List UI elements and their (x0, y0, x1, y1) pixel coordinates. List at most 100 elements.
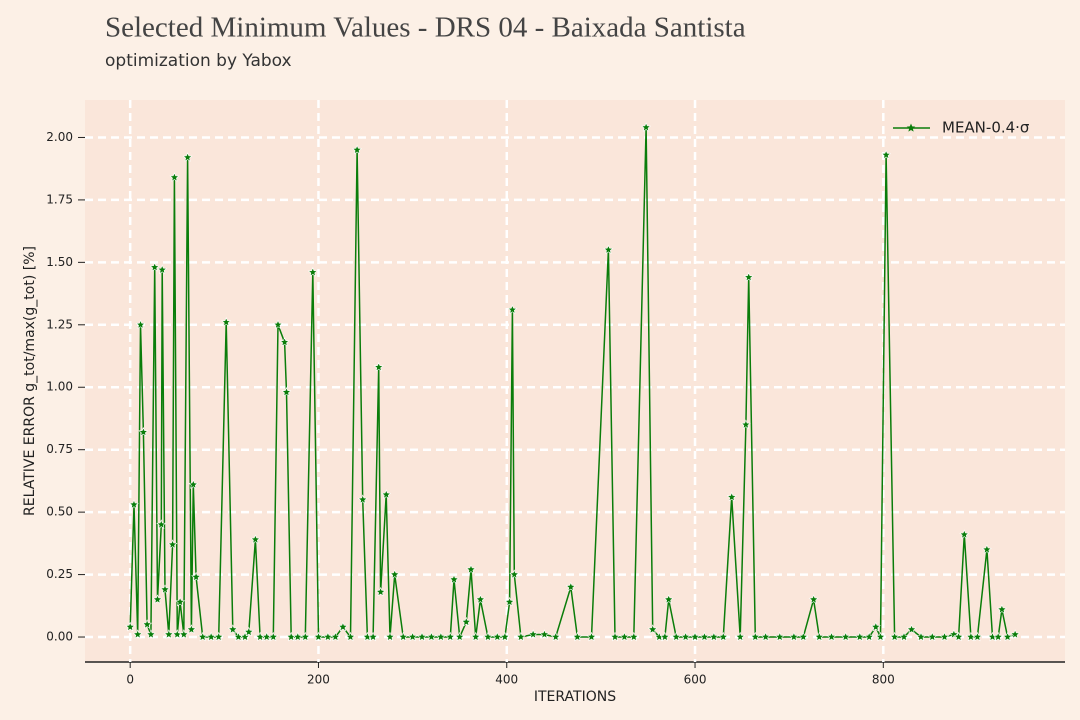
marker (416, 631, 428, 642)
marker (875, 631, 886, 642)
marker (157, 264, 168, 275)
marker (159, 584, 171, 594)
marker (250, 534, 261, 544)
x-axis-label: ITERATIONS (534, 689, 616, 705)
marker (426, 631, 437, 642)
marker (996, 604, 1007, 614)
marker (407, 631, 418, 642)
marker (227, 624, 238, 634)
marker (671, 631, 682, 642)
marker (814, 631, 825, 642)
marker (449, 574, 460, 584)
marker (826, 631, 837, 642)
marker (1010, 629, 1021, 639)
marker (528, 629, 539, 639)
marker (788, 631, 799, 642)
y-tick-label: 2.00 (46, 130, 73, 144)
marker (398, 631, 409, 642)
marker (808, 594, 819, 604)
marker (972, 631, 983, 642)
y-axis-label: RELATIVE ERROR g_tot/max(g_tot) [%] (22, 246, 38, 516)
marker (609, 631, 621, 642)
marker (504, 596, 515, 607)
marker (384, 631, 396, 642)
marker (156, 519, 167, 529)
marker (509, 569, 520, 579)
marker (330, 631, 341, 642)
marker (726, 491, 737, 502)
marker (454, 631, 465, 642)
y-tick-label: 0.25 (46, 567, 73, 581)
marker (689, 631, 701, 642)
marker (375, 586, 386, 597)
marker (993, 631, 1004, 642)
legend-marker (906, 123, 916, 132)
legend-label: MEAN-0.4·σ (942, 119, 1030, 137)
marker (647, 624, 658, 634)
y-tick-label: 1.50 (46, 255, 73, 269)
marker (188, 479, 199, 489)
y-tick-label: 1.75 (46, 192, 73, 206)
marker (539, 629, 550, 639)
marker (281, 386, 292, 397)
series-line (129, 127, 1016, 640)
marker (163, 629, 174, 639)
marker (515, 631, 526, 642)
marker (300, 631, 311, 642)
marker (186, 624, 197, 634)
x-tick-label: 400 (495, 673, 518, 687)
marker (927, 631, 938, 642)
marker (798, 631, 809, 642)
marker (760, 631, 771, 642)
marker (680, 631, 691, 642)
marker (718, 631, 729, 642)
marker (279, 337, 290, 347)
marker (740, 419, 751, 430)
marker (840, 631, 851, 642)
marker (135, 319, 146, 330)
marker (906, 624, 917, 634)
x-tick-label: 600 (684, 673, 707, 687)
marker (445, 631, 456, 642)
marker (213, 631, 224, 642)
marker (470, 631, 481, 642)
marker (641, 122, 652, 132)
marker (307, 267, 318, 277)
marker (565, 581, 576, 592)
marker (152, 594, 163, 604)
marker (854, 631, 865, 642)
marker (169, 172, 180, 182)
marker (465, 564, 477, 574)
marker (132, 629, 143, 639)
marker (337, 621, 348, 632)
marker (499, 631, 510, 642)
marker (915, 631, 926, 642)
marker (352, 144, 363, 155)
marker (981, 544, 992, 554)
marker (864, 631, 875, 642)
marker (368, 631, 379, 642)
marker (619, 631, 630, 642)
plot-area (85, 100, 1065, 662)
marker (482, 631, 493, 642)
marker (182, 152, 193, 162)
marker (191, 571, 202, 582)
marker (507, 304, 518, 315)
y-tick-label: 1.25 (46, 317, 73, 331)
marker (881, 149, 892, 160)
marker (939, 631, 950, 642)
marker (272, 319, 284, 330)
marker (743, 272, 754, 282)
marker (373, 362, 384, 372)
marker (750, 631, 761, 642)
marker (313, 631, 324, 642)
marker (699, 631, 710, 642)
marker (175, 596, 186, 607)
marker (197, 631, 208, 642)
x-tick-label: 0 (126, 673, 134, 687)
marker (628, 631, 639, 642)
chart-title: Selected Minimum Values - DRS 04 - Baixa… (105, 12, 746, 44)
marker (898, 631, 910, 642)
marker (659, 631, 670, 642)
marker (240, 631, 251, 642)
